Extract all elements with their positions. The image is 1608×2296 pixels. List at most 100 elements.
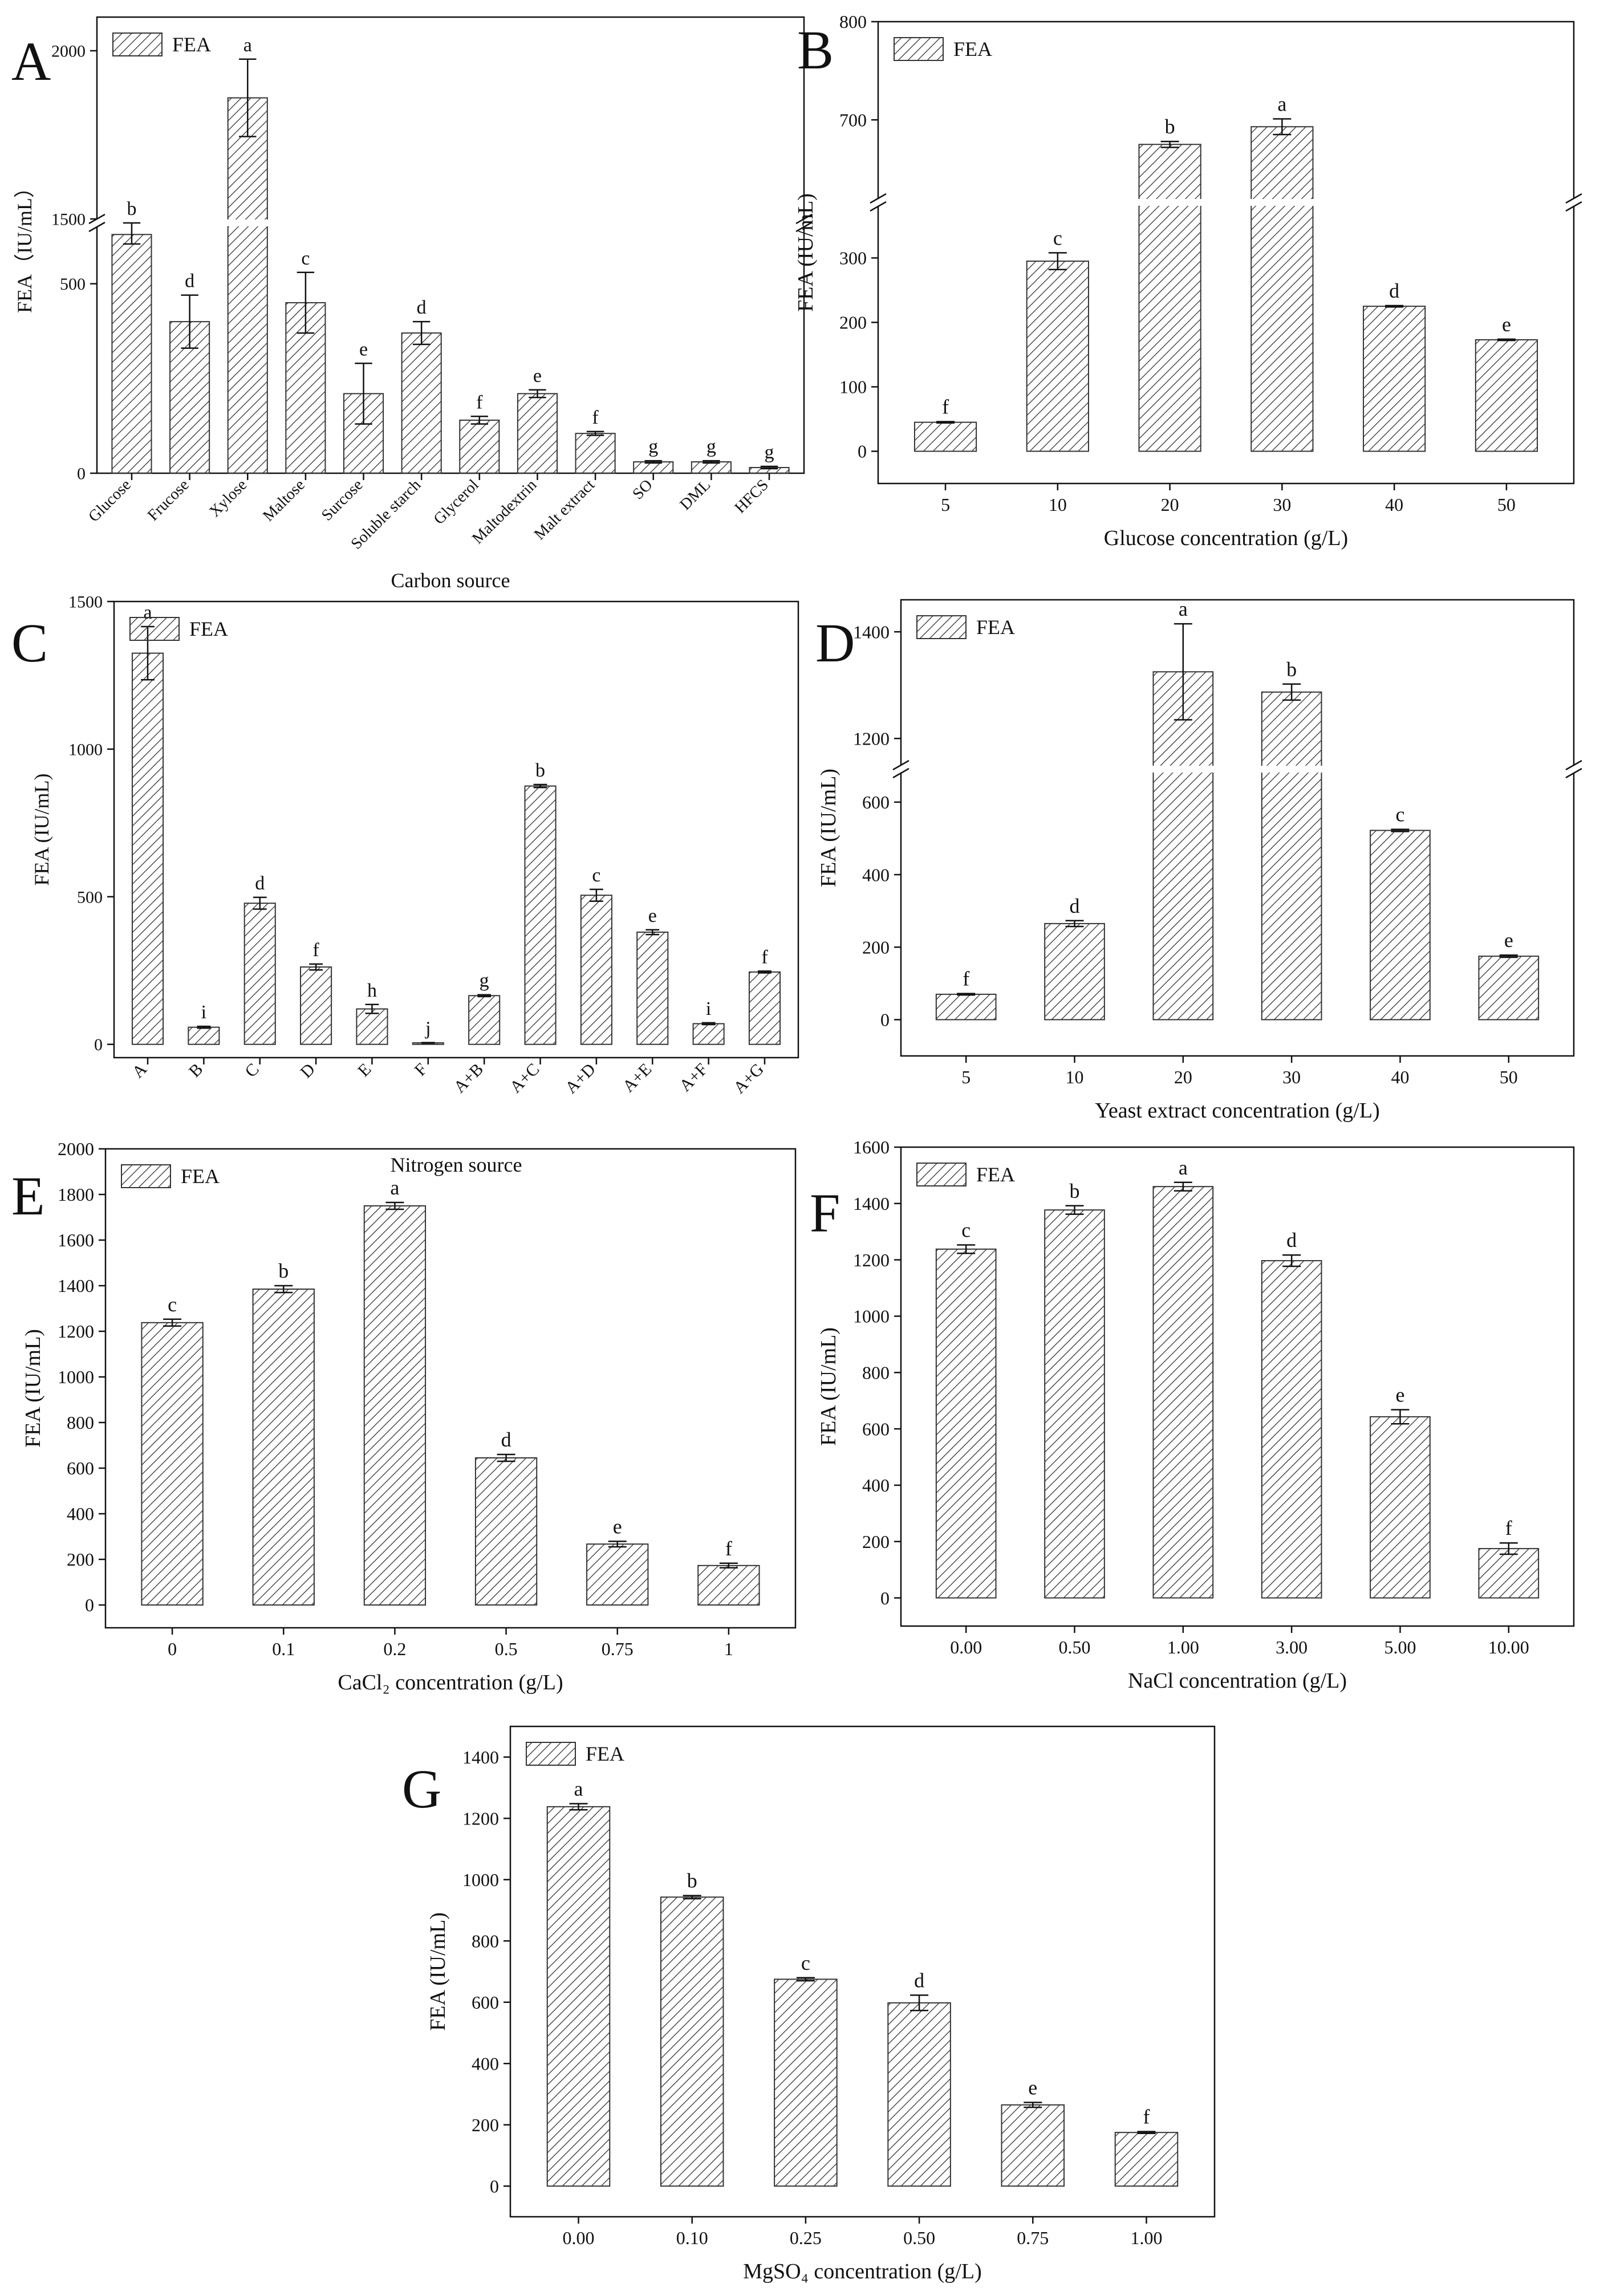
legend-label: FEA: [976, 1163, 1015, 1186]
panel-d-chart: 0 200 400 600 1200 1400 f 5 d 10 a 20 b 30 c 40 e 50 Yeast…: [815, 598, 1582, 1123]
legend-label: FEA: [189, 617, 228, 640]
category-label: Malt extract: [531, 476, 598, 543]
plot-frame: [96, 16, 805, 474]
y-tick-label: 200: [862, 937, 890, 957]
significance-letter: c: [961, 1218, 971, 1241]
axis-break-mark: [870, 201, 887, 212]
significance-letter: b: [1070, 1180, 1080, 1202]
category-label: 0.25: [790, 2228, 822, 2248]
bar: [1250, 126, 1314, 452]
x-axis-label: Glucose concentration (g/L): [1104, 526, 1348, 550]
y-tick-label: 500: [77, 888, 103, 907]
y-axis-label: FEA (IU/mL): [21, 1329, 45, 1448]
category-label: 30: [1282, 1067, 1301, 1087]
y-tick-label: 1800: [58, 1184, 94, 1205]
bar: [580, 895, 612, 1045]
significance-letter: e: [533, 365, 542, 387]
bar-break-gap: [1250, 199, 1314, 206]
category-label: Maltose: [259, 476, 308, 525]
y-axis-label: FEA (IU/mL): [794, 193, 818, 312]
y-tick-label: 300: [839, 248, 867, 269]
y-axis-label: FEA (IU/mL): [817, 1327, 840, 1446]
legend-swatch: [121, 1164, 171, 1188]
y-tick-label: 200: [862, 1531, 890, 1552]
y-tick-label: 600: [862, 792, 890, 812]
y-tick-label: 1400: [462, 1747, 499, 1767]
bar: [636, 931, 669, 1045]
bar: [697, 1564, 760, 1606]
category-label: A+F: [676, 1060, 711, 1095]
y-tick-label: 1200: [853, 1250, 890, 1270]
significance-letter: f: [1505, 1517, 1512, 1539]
legend-label: FEA: [172, 33, 211, 56]
plot-frame: [900, 599, 1575, 1057]
y-tick-label: 800: [862, 1362, 890, 1383]
bar: [1363, 306, 1426, 452]
y-axis-label: FEA（IU/mL）: [13, 177, 36, 313]
x-axis-label: Yeast extract concentration (g/L): [1095, 1099, 1379, 1123]
axis-break-mark: [870, 193, 887, 204]
category-label: 50: [1500, 1067, 1518, 1087]
category-label: 0.50: [1059, 1637, 1091, 1657]
significance-letter: c: [801, 1952, 810, 1974]
bar: [1114, 2132, 1179, 2187]
significance-letter: f: [942, 395, 949, 418]
significance-letter: e: [1395, 1384, 1404, 1407]
panel-label: E: [11, 1165, 45, 1226]
significance-letter: f: [592, 407, 599, 428]
significance-letter: e: [359, 339, 368, 360]
axis-break-gap: [871, 199, 885, 206]
x-axis-label: CaCl₂ concentration (g/L): [338, 1671, 563, 1694]
bar-break-gap: [226, 220, 269, 226]
y-tick-label: 400: [67, 1503, 94, 1524]
significance-letter: i: [201, 1002, 206, 1023]
y-tick-label: 200: [67, 1549, 94, 1570]
significance-letter: h: [367, 980, 377, 1001]
significance-letter: b: [1165, 115, 1175, 138]
y-tick-label: 800: [67, 1412, 94, 1433]
bar: [586, 1543, 649, 1606]
category-label: 40: [1391, 1067, 1409, 1087]
bar: [111, 234, 152, 474]
significance-letter: f: [312, 940, 319, 961]
significance-letter: a: [1179, 598, 1188, 620]
y-tick-label: 0: [880, 1588, 890, 1608]
y-tick-label: 0: [77, 465, 86, 483]
category-label: A+G: [730, 1060, 768, 1098]
y-tick-label: 0: [880, 1010, 890, 1030]
y-tick-label: 400: [862, 864, 890, 885]
y-tick-label: 0: [490, 2176, 499, 2196]
y-tick-label: 1500: [68, 593, 103, 612]
x-axis-label: Carbon source: [391, 569, 510, 592]
category-label: A+C: [506, 1060, 543, 1097]
panel-c-chart: 050010001500aAiBdCfDhEjFgA+BbA+CcA+DeA+E…: [11, 593, 799, 1176]
category-label: Surcose: [318, 476, 367, 525]
bar: [1370, 830, 1431, 1021]
y-tick-label: 400: [862, 1475, 890, 1496]
category-label: Glucose: [85, 476, 135, 526]
y-tick-label: 800: [472, 1931, 499, 1951]
legend-swatch: [916, 615, 967, 639]
y-tick-label: 600: [862, 1419, 890, 1439]
significance-letter: a: [1277, 93, 1286, 116]
category-label: 20: [1161, 494, 1179, 515]
bar: [575, 433, 616, 474]
legend-label: FEA: [181, 1165, 220, 1188]
y-tick-label: 100: [839, 377, 867, 397]
significance-letter: c: [1395, 803, 1404, 826]
significance-letter: g: [765, 442, 774, 463]
bar: [1478, 1548, 1540, 1599]
legend-swatch: [916, 1163, 967, 1186]
legend-swatch: [129, 617, 180, 641]
category-label: Frucose: [144, 476, 193, 525]
legend-swatch: [526, 1742, 576, 1766]
bar: [252, 1289, 315, 1606]
bar: [517, 393, 558, 474]
significance-letter: d: [1389, 279, 1399, 302]
bar: [401, 332, 442, 474]
bar: [141, 1322, 204, 1606]
significance-letter: d: [185, 271, 194, 292]
category-label: 30: [1273, 494, 1291, 515]
bar: [935, 993, 997, 1021]
bar: [913, 421, 977, 452]
